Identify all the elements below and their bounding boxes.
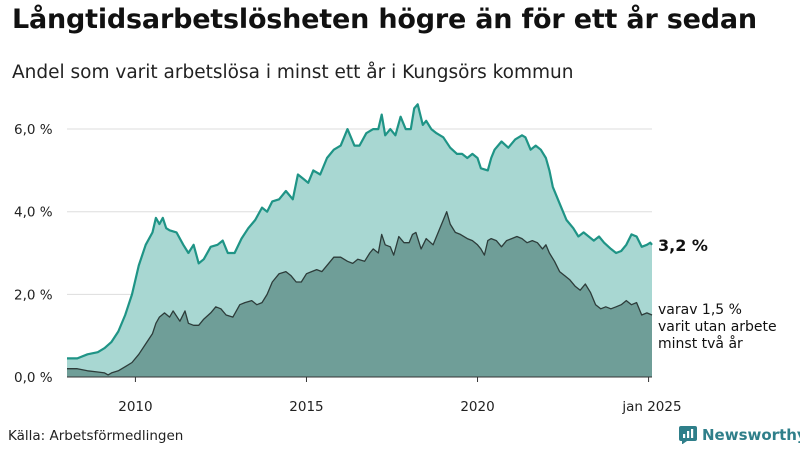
long-end-label-line: varit utan arbete	[658, 319, 777, 335]
x-tick-label: jan 2025	[621, 399, 681, 415]
chart-subtitle: Andel som varit arbetslösa i minst ett å…	[12, 62, 574, 83]
long-end-label-line: minst två år	[658, 335, 743, 352]
brand-name: Newsworthy	[702, 426, 800, 444]
total-end-label: 3,2 %	[658, 236, 708, 255]
x-tick-label: 2015	[289, 399, 323, 415]
series-long-area	[67, 211, 652, 377]
y-tick-label: 6,0 %	[14, 122, 53, 138]
bar-chart-icon	[679, 426, 697, 444]
y-tick-label: 4,0 %	[14, 205, 53, 221]
y-tick-label: 0,0 %	[14, 370, 53, 386]
axes	[67, 376, 652, 382]
chart-title: Långtidsarbetslösheten högre än för ett …	[12, 4, 757, 35]
x-tick-label: 2010	[118, 399, 152, 415]
source-credit: Källa: Arbetsförmedlingen	[8, 428, 184, 444]
chart-annotations: 0,0 % 2,0 % 4,0 % 6,0 % 2010 2015 2020 jan 2025…	[14, 122, 777, 415]
y-tick-label: 2,0 %	[14, 287, 53, 303]
series-long-line	[67, 211, 653, 376]
newsworthy-logo[interactable]: Newsworthy	[679, 426, 800, 444]
series-total-line	[67, 103, 653, 360]
long-end-label-line: varav 1,5 %	[658, 302, 742, 318]
chart-areas	[67, 103, 653, 378]
x-tick-label: 2020	[460, 399, 494, 415]
